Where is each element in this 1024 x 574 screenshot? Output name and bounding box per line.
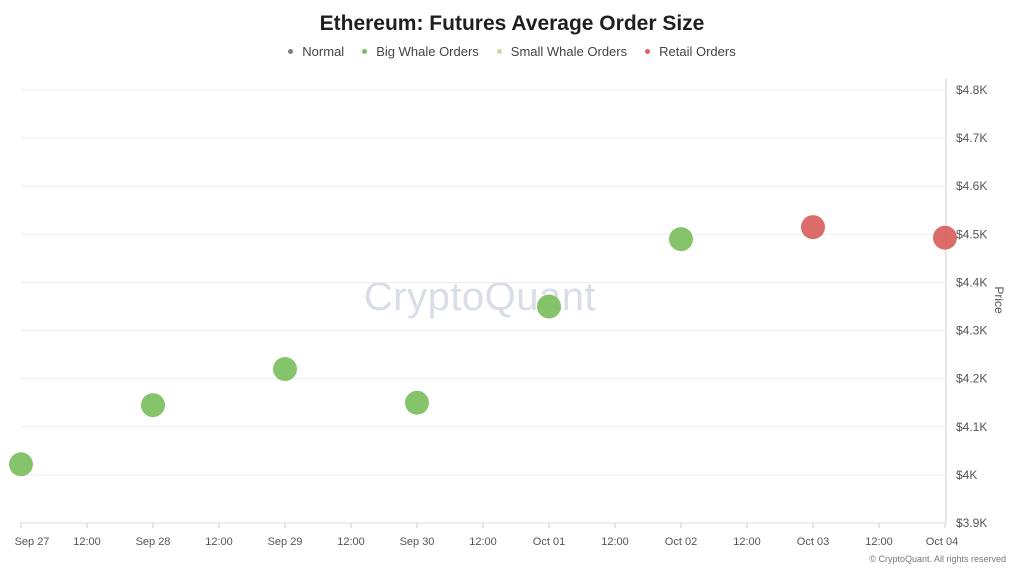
y-tick-label-1: $4.7K: [956, 131, 987, 145]
legend: Normal Big Whale Orders Small Whale Orde…: [0, 44, 1024, 59]
data-point-5: [669, 227, 693, 252]
x-tick-label-7: 12:00: [469, 536, 497, 548]
legend-item-normal[interactable]: Normal: [288, 44, 344, 59]
y-tick-label-7: $4.1K: [956, 420, 987, 434]
x-tick-label-10: Oct 02: [665, 536, 697, 548]
legend-label-normal: Normal: [302, 44, 345, 59]
legend-label-big-whale-orders: Big Whale Orders: [376, 44, 479, 59]
legend-dot-normal: [288, 49, 294, 54]
y-tick-label-9: $3.9K: [956, 516, 987, 530]
x-tick-label-3: 12:00: [205, 536, 233, 548]
x-tick-label-8: Oct 01: [533, 536, 565, 548]
copyright-notice: © CryptoQuant. All rights reserved: [869, 554, 1006, 564]
x-tick-label-5: 12:00: [337, 536, 365, 548]
data-point-1: [141, 393, 165, 418]
legend-dot-big-whale-orders: [362, 49, 368, 54]
legend-dot-small-whale-orders: [496, 49, 502, 54]
y-tick-label-4: $4.4K: [956, 275, 987, 289]
x-tick-label-14: Oct 04: [926, 536, 958, 548]
legend-item-retail-orders[interactable]: Retail Orders: [645, 44, 736, 59]
chart-title: Ethereum: Futures Average Order Size: [319, 12, 705, 35]
data-point-3: [405, 390, 429, 415]
x-tick-label-6: Sep 30: [400, 536, 435, 548]
y-tick-label-8: $4K: [956, 468, 977, 482]
x-tick-label-9: 12:00: [601, 536, 629, 548]
data-point-2: [273, 357, 297, 382]
y-axis-title: Price: [992, 286, 1006, 314]
y-tick-label-0: $4.8K: [956, 83, 987, 97]
legend-item-small-whale-orders[interactable]: Small Whale Orders: [496, 44, 628, 59]
data-point-7: [933, 225, 957, 250]
legend-dot-retail-orders: [645, 49, 651, 54]
legend-label-small-whale-orders: Small Whale Orders: [510, 44, 628, 59]
legend-item-big-whale-orders[interactable]: Big Whale Orders: [362, 44, 479, 59]
x-tick-label-11: 12:00: [733, 536, 761, 548]
x-tick-label-13: 12:00: [865, 536, 893, 548]
data-point-4: [537, 294, 561, 319]
x-tick-label-12: Oct 03: [797, 536, 829, 548]
legend-label-retail-orders: Retail Orders: [659, 44, 736, 59]
x-tick-label-2: Sep 28: [136, 536, 171, 548]
y-tick-label-5: $4.3K: [956, 324, 987, 338]
y-tick-label-2: $4.6K: [956, 179, 987, 193]
y-tick-label-3: $4.5K: [956, 227, 987, 241]
data-point-0: [9, 452, 33, 477]
x-tick-label-0: Sep 27: [15, 536, 50, 548]
y-tick-label-6: $4.2K: [956, 372, 987, 386]
x-tick-label-4: Sep 29: [268, 536, 303, 548]
data-point-6: [801, 215, 825, 240]
x-tick-label-1: 12:00: [73, 536, 101, 548]
